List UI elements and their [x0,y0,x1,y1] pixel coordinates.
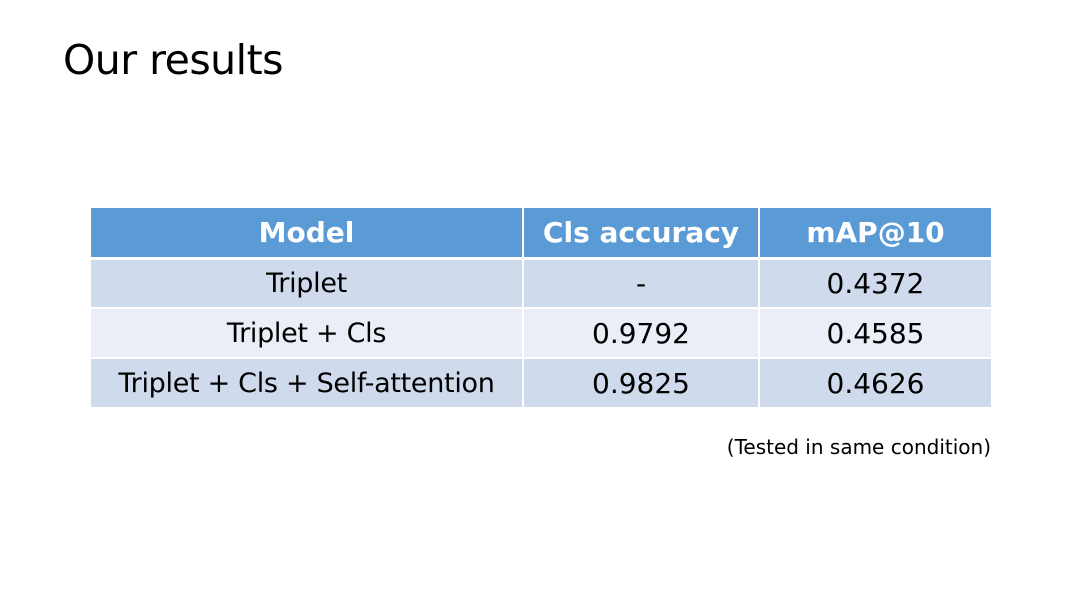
slide-title: Our results [63,36,284,84]
map-cell: 0.4626 [759,358,991,409]
model-cell: Triplet + Cls + Self-attention [91,358,524,409]
cls-accuracy-cell: - [523,258,760,309]
footnote: (Tested in same condition) [726,435,991,459]
map-cell: 0.4372 [759,258,991,309]
table-row: Triplet + Cls 0.9792 0.4585 [91,308,991,359]
cls-accuracy-cell: 0.9825 [523,358,760,409]
header-map-at-10: mAP@10 [759,208,991,260]
results-table: Model Cls accuracy mAP@10 Triplet - 0.43… [91,208,991,409]
table-row: Triplet - 0.4372 [91,258,991,309]
map-cell: 0.4585 [759,308,991,359]
header-model: Model [91,208,524,260]
header-cls-accuracy: Cls accuracy [523,208,760,260]
table-row: Triplet + Cls + Self-attention 0.9825 0.… [91,358,991,409]
model-cell: Triplet [91,258,524,309]
cls-accuracy-cell: 0.9792 [523,308,760,359]
model-cell: Triplet + Cls [91,308,524,359]
table-header-row: Model Cls accuracy mAP@10 [91,208,991,260]
